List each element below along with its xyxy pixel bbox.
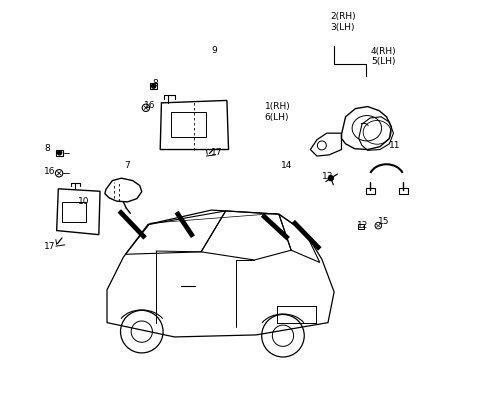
Text: 13: 13 — [322, 172, 333, 181]
Text: 17: 17 — [211, 148, 223, 157]
Text: 8: 8 — [44, 144, 50, 153]
Text: 17: 17 — [44, 241, 56, 250]
Text: 2(RH)
3(LH): 2(RH) 3(LH) — [330, 12, 356, 32]
Text: 15: 15 — [378, 217, 390, 226]
Text: 8: 8 — [152, 79, 158, 88]
Bar — [150, 83, 157, 89]
Circle shape — [58, 151, 61, 155]
Circle shape — [152, 84, 156, 88]
Bar — [56, 150, 63, 156]
Text: 10: 10 — [78, 197, 90, 206]
Text: 7: 7 — [125, 162, 131, 171]
Text: 12: 12 — [357, 221, 368, 230]
Bar — [399, 188, 408, 194]
Bar — [62, 202, 86, 222]
Text: 4(RH)
5(LH): 4(RH) 5(LH) — [371, 47, 396, 66]
Text: 16: 16 — [144, 101, 156, 110]
Bar — [358, 224, 364, 229]
Circle shape — [328, 176, 333, 180]
Text: 16: 16 — [44, 167, 56, 176]
Bar — [366, 188, 375, 194]
Text: 9: 9 — [211, 46, 217, 55]
Bar — [171, 112, 206, 137]
Text: 1(RH)
6(LH): 1(RH) 6(LH) — [264, 102, 290, 122]
Text: 11: 11 — [389, 141, 401, 150]
Text: 14: 14 — [281, 161, 292, 170]
